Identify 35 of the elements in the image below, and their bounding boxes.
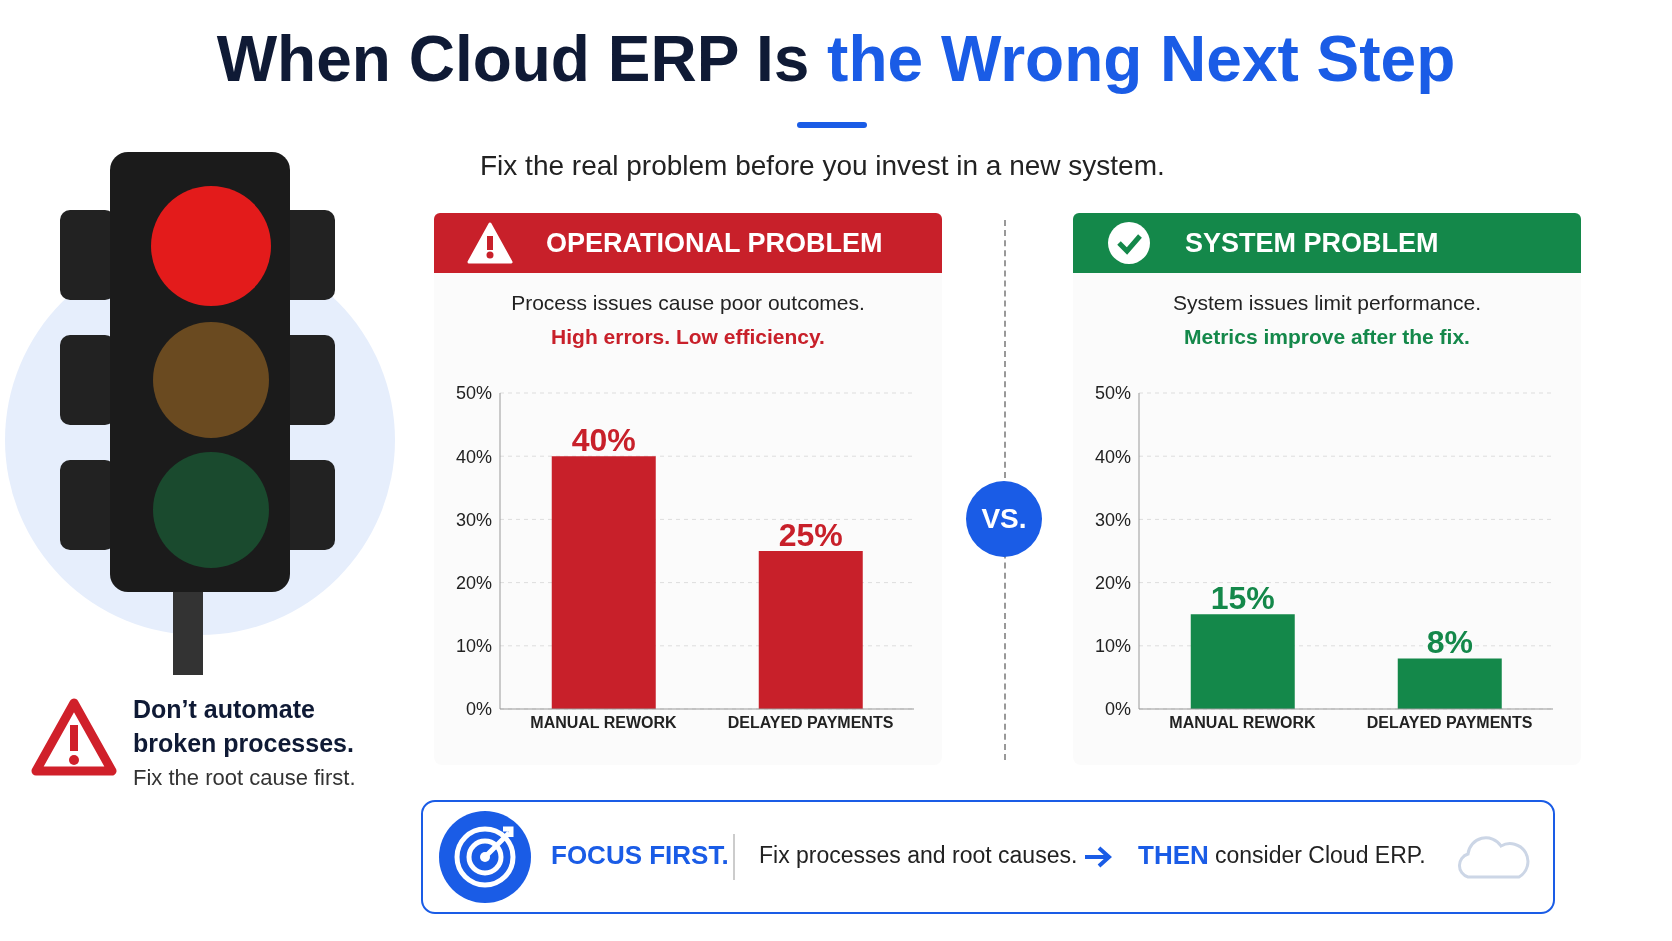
x-tick-label: DELAYED PAYMENTS — [727, 714, 894, 732]
data-label: 15% — [1210, 580, 1275, 617]
text: consider Cloud ERP. — [1215, 842, 1426, 869]
data-label: 25% — [778, 517, 843, 553]
text: Don’t automate broken processes. — [133, 694, 355, 759]
chart-subtitle: Process issues cause poor outcomes. — [510, 291, 866, 315]
y-tick-label: 40% — [1094, 446, 1131, 467]
y-tick-label: 10% — [455, 636, 492, 657]
text: Fix processes and root causes. — [759, 842, 1078, 869]
chart-subtitle: System issues limit performance. — [1171, 291, 1483, 315]
x-tick-label: DELAYED PAYMENTS — [1366, 714, 1533, 732]
chart-title: SYSTEM PROBLEM — [1185, 227, 1439, 259]
text: FOCUS FIRST. — [551, 840, 729, 871]
text: THEN — [1138, 840, 1209, 871]
y-tick-label: 40% — [455, 446, 492, 467]
text: Metrics improve after the fix. — [1183, 325, 1471, 349]
y-tick-label: 30% — [455, 509, 492, 530]
text: Fix the real problem before you invest in a new system. — [480, 150, 1165, 182]
y-tick-label: 20% — [455, 572, 492, 593]
data-label: 40% — [571, 422, 636, 459]
text: When Cloud ERP Is the Wrong Next Step — [216, 23, 1456, 95]
x-tick-label: MANUAL REWORK — [1169, 714, 1317, 732]
chart-title: OPERATIONAL PROBLEM — [546, 227, 883, 259]
data-label: 8% — [1426, 624, 1473, 661]
text: Fix the root cause first. — [133, 765, 356, 791]
y-tick-label: 30% — [1094, 509, 1131, 530]
x-tick-label: MANUAL REWORK — [530, 714, 678, 732]
text: VS. — [966, 481, 1042, 557]
y-tick-label: 20% — [1094, 572, 1131, 593]
text: High errors. Low efficiency. — [550, 325, 826, 349]
y-tick-label: 50% — [455, 383, 492, 404]
y-tick-label: 0% — [1104, 699, 1131, 720]
y-tick-label: 50% — [1094, 383, 1131, 404]
y-tick-label: 10% — [1094, 636, 1131, 657]
y-tick-label: 0% — [465, 699, 492, 720]
